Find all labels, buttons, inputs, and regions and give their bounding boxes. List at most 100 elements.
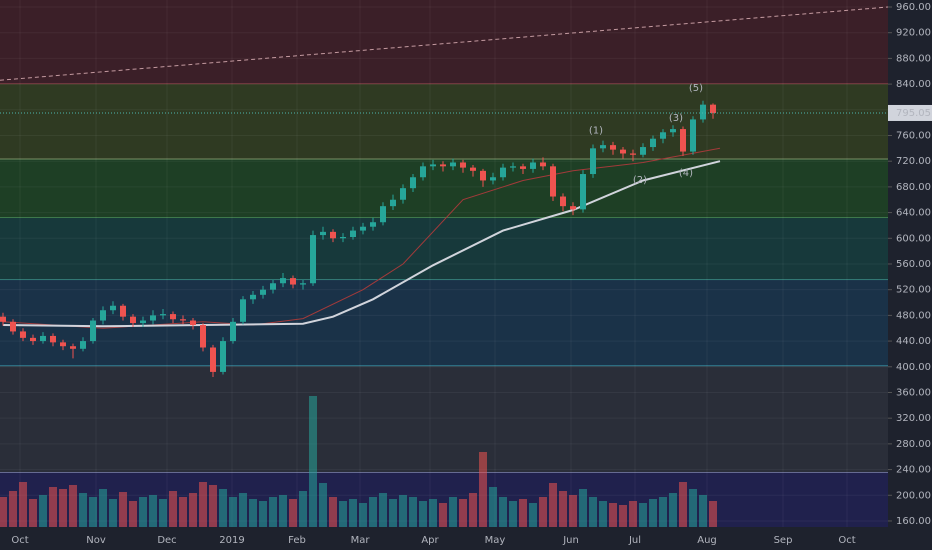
volume-bar	[379, 493, 387, 527]
candle-body	[310, 235, 316, 284]
last-price-box	[888, 104, 932, 121]
y-tick-label: 240.00	[896, 465, 931, 476]
volume-bar	[229, 497, 237, 527]
volume-bar	[239, 493, 247, 527]
y-tick-label: 480.00	[896, 310, 931, 321]
candle-body	[290, 278, 296, 285]
volume-bar	[259, 501, 267, 527]
candle-body	[240, 299, 246, 322]
volume-bar	[599, 501, 607, 527]
candle-body	[280, 278, 286, 284]
candle-body	[350, 230, 356, 237]
volume-bar	[679, 482, 687, 527]
wave-label: (5)	[689, 83, 703, 94]
volume-bar	[299, 491, 307, 527]
wave-label: (4)	[679, 168, 693, 179]
volume-bar	[169, 491, 177, 527]
volume-bar	[159, 499, 167, 527]
volume-bar	[79, 493, 87, 527]
candle-body	[50, 335, 56, 343]
y-tick-label: 640.00	[896, 208, 931, 219]
volume-bar	[689, 489, 697, 527]
volume-bar	[109, 499, 117, 527]
candle-body	[0, 316, 6, 322]
x-tick-label: Oct	[11, 535, 28, 546]
candle-body	[430, 164, 436, 167]
candle-body	[470, 167, 476, 171]
candle-body	[230, 321, 236, 342]
fib-zone	[0, 217, 888, 281]
volume-bar	[639, 503, 647, 527]
y-tick-label: 200.00	[896, 490, 931, 501]
candle-body	[410, 177, 416, 189]
candle-body	[300, 283, 306, 285]
candle-body	[130, 316, 136, 324]
volume-bar	[319, 483, 327, 527]
x-tick-label: 2019	[219, 535, 244, 546]
volume-bar	[89, 497, 97, 527]
candle-body	[610, 145, 616, 150]
volume-bar	[49, 487, 57, 527]
volume-bar	[499, 497, 507, 527]
candle-body	[620, 149, 626, 154]
volume-bar	[669, 493, 677, 527]
x-tick-label: Sep	[774, 535, 793, 546]
moving-average-slow	[2, 160, 721, 328]
y-tick-label: 440.00	[896, 336, 931, 347]
candle-body	[330, 231, 336, 239]
volume-bar	[29, 499, 37, 527]
candle-body	[650, 138, 656, 148]
volume-bar	[179, 497, 187, 527]
y-tick-label: 880.00	[896, 53, 931, 64]
volume-bar	[39, 495, 47, 527]
candle-body	[60, 342, 66, 347]
volume-bar	[619, 505, 627, 527]
volume-bar	[199, 482, 207, 527]
y-tick-label: 960.00	[896, 2, 931, 13]
volume-bar	[609, 503, 617, 527]
candle-body	[490, 177, 496, 181]
moving-average-fast	[2, 147, 721, 329]
volume-bar	[479, 452, 487, 527]
volume-bar	[149, 495, 157, 527]
wave-label: (1)	[589, 125, 603, 136]
volume-bar	[329, 497, 337, 527]
candle-body	[500, 167, 506, 178]
axes: 960.00920.00880.00840.00800.00760.00720.…	[11, 2, 932, 546]
candle-body	[450, 162, 456, 167]
y-tick-label: 760.00	[896, 130, 931, 141]
candle-body	[220, 341, 226, 372]
volume-bar	[409, 497, 417, 527]
x-tick-label: Apr	[421, 535, 439, 546]
volume-bar	[359, 503, 367, 527]
fib-zone	[0, 280, 888, 367]
candle-body	[380, 206, 386, 223]
volume-bar	[629, 501, 637, 527]
x-tick-label: Feb	[288, 535, 306, 546]
volume-bar	[459, 499, 467, 527]
volume-bar	[659, 497, 667, 527]
candle-body	[570, 206, 576, 210]
volume-bar	[249, 499, 257, 527]
volume-bar	[709, 501, 717, 527]
y-tick-label: 400.00	[896, 362, 931, 373]
price-axis	[888, 0, 932, 550]
candle-body	[110, 305, 116, 311]
candle-body	[510, 166, 516, 168]
y-tick-label: 920.00	[896, 28, 931, 39]
candle-body	[200, 325, 206, 348]
candle-body	[580, 174, 586, 210]
x-tick-label: May	[485, 535, 506, 546]
candle-body	[270, 283, 276, 290]
x-tick-label: Aug	[697, 535, 717, 546]
volume-bar	[699, 495, 707, 527]
x-tick-label: Nov	[86, 535, 106, 546]
candle-body	[530, 162, 536, 169]
candle-body	[90, 320, 96, 342]
candle-body	[590, 148, 596, 175]
fib-zone	[0, 366, 888, 473]
volume-bar	[9, 491, 17, 527]
wave-label: (3)	[669, 113, 683, 124]
candle-body	[10, 321, 16, 332]
volume-bar	[309, 396, 317, 527]
